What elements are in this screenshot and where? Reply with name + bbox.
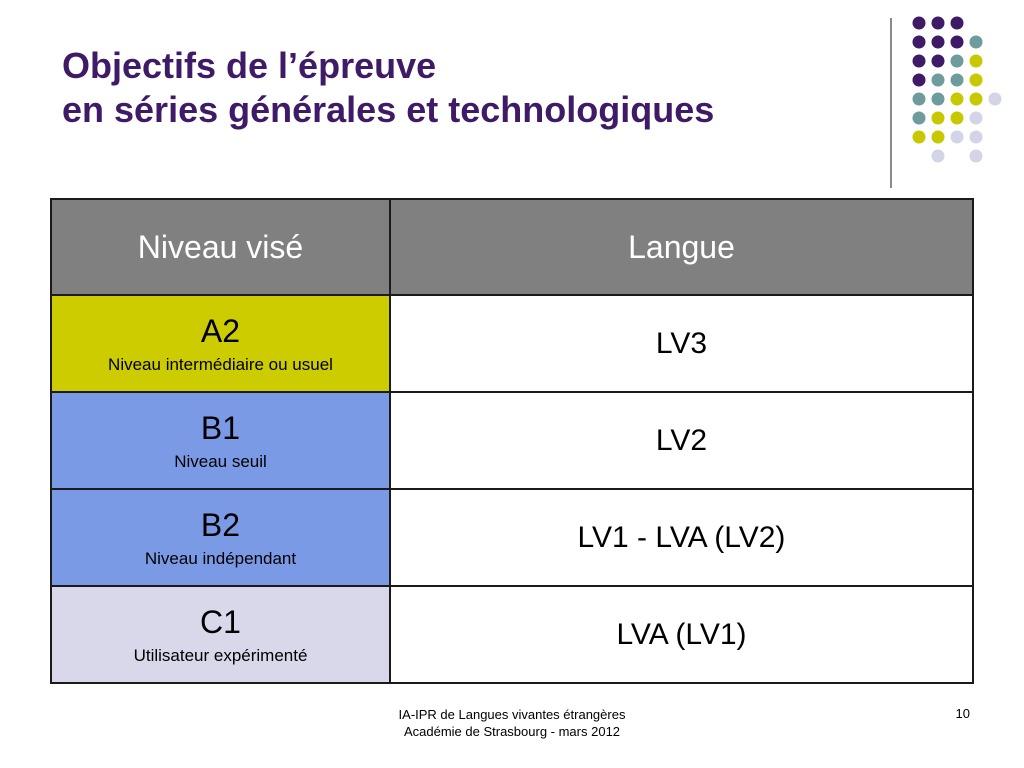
- page-number: 10: [955, 706, 970, 721]
- level-cell: C1 Utilisateur expérimenté: [50, 585, 391, 684]
- level-cell: B1 Niveau seuil: [50, 391, 391, 490]
- level-description: Utilisateur expérimenté: [133, 645, 308, 665]
- slide-title-line1: Objectifs de l’épreuve: [62, 45, 437, 86]
- table-row: B2 Niveau indépendant LV1 - LVA (LV2): [50, 488, 974, 587]
- slide-title-line2: en séries générales et technologiques: [62, 89, 715, 130]
- language-cell: LV3: [389, 294, 974, 393]
- level-code: B1: [200, 409, 241, 446]
- level-cell: B2 Niveau indépendant: [50, 488, 391, 587]
- dot-grid-group: [912, 16, 1002, 163]
- table-header-row: Niveau visé Langue: [50, 198, 974, 296]
- level-code: B2: [200, 506, 241, 543]
- table-row: A2 Niveau intermédiaire ou usuel LV3: [50, 294, 974, 393]
- table-row: B1 Niveau seuil LV2: [50, 391, 974, 490]
- language-cell: LV2: [389, 391, 974, 490]
- slide-title: Objectifs de l’épreuve en séries général…: [62, 44, 714, 132]
- header-niveau: Niveau visé: [50, 198, 391, 296]
- level-cell: A2 Niveau intermédiaire ou usuel: [50, 294, 391, 393]
- vertical-divider: [890, 18, 892, 188]
- level-code: C1: [200, 603, 241, 640]
- language-cell: LV1 - LVA (LV2): [389, 488, 974, 587]
- level-code: A2: [200, 312, 241, 349]
- header-langue: Langue: [389, 198, 974, 296]
- table-body: A2 Niveau intermédiaire ou usuel LV3 B1 …: [50, 294, 974, 684]
- language-cell: LVA (LV1): [389, 585, 974, 684]
- table-row: C1 Utilisateur expérimenté LVA (LV1): [50, 585, 974, 684]
- footer-line1: IA-IPR de Langues vivantes étrangères: [398, 707, 626, 722]
- levels-table: Niveau visé Langue A2 Niveau intermédiai…: [50, 198, 974, 684]
- level-description: Niveau intermédiaire ou usuel: [108, 354, 333, 374]
- footer-credit: IA-IPR de Langues vivantes étrangères Ac…: [312, 706, 712, 740]
- level-description: Niveau indépendant: [144, 548, 297, 568]
- footer-line2: Académie de Strasbourg - mars 2012: [403, 724, 621, 739]
- level-description: Niveau seuil: [174, 451, 267, 471]
